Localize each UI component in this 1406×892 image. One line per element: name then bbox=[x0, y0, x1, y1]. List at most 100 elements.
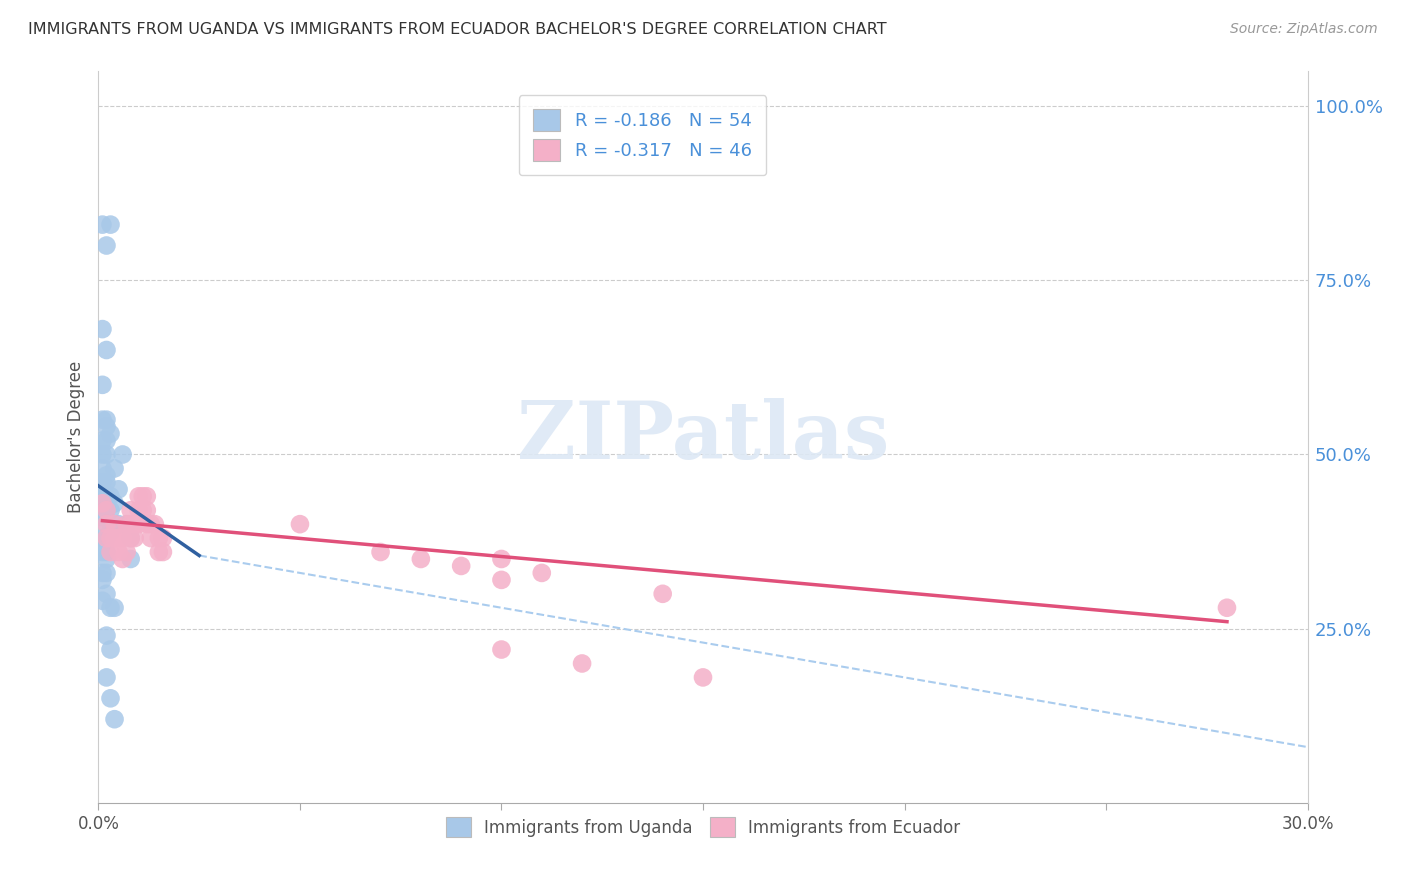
Point bbox=[115, 517, 138, 532]
Point bbox=[96, 670, 118, 684]
Point bbox=[91, 434, 114, 448]
Point bbox=[96, 343, 118, 357]
Point bbox=[91, 503, 114, 517]
Point bbox=[91, 483, 114, 497]
Point bbox=[103, 496, 125, 510]
Point bbox=[91, 489, 114, 503]
Point bbox=[132, 489, 155, 503]
Point bbox=[96, 238, 118, 252]
Point bbox=[96, 566, 118, 580]
Point bbox=[91, 594, 114, 608]
Point bbox=[96, 552, 118, 566]
Point bbox=[135, 489, 157, 503]
Point bbox=[115, 545, 138, 559]
Point bbox=[491, 642, 513, 657]
Point bbox=[96, 475, 118, 490]
Point bbox=[103, 461, 125, 475]
Point bbox=[100, 545, 122, 559]
Point bbox=[96, 531, 118, 545]
Point bbox=[115, 517, 138, 532]
Point bbox=[120, 552, 142, 566]
Point bbox=[100, 426, 122, 441]
Text: Source: ZipAtlas.com: Source: ZipAtlas.com bbox=[1230, 22, 1378, 37]
Point bbox=[96, 468, 118, 483]
Point bbox=[1216, 600, 1239, 615]
Point bbox=[288, 517, 311, 532]
Point bbox=[91, 566, 114, 580]
Point bbox=[96, 419, 118, 434]
Point bbox=[148, 531, 170, 545]
Point bbox=[152, 531, 174, 545]
Point bbox=[120, 531, 142, 545]
Y-axis label: Bachelor's Degree: Bachelor's Degree bbox=[66, 361, 84, 513]
Point bbox=[651, 587, 673, 601]
Point bbox=[100, 489, 122, 503]
Point bbox=[96, 489, 118, 503]
Point bbox=[91, 545, 114, 559]
Point bbox=[100, 600, 122, 615]
Point bbox=[132, 503, 155, 517]
Point bbox=[370, 545, 392, 559]
Point bbox=[120, 503, 142, 517]
Point bbox=[100, 218, 122, 232]
Point bbox=[96, 503, 118, 517]
Point bbox=[491, 573, 513, 587]
Point bbox=[143, 517, 166, 532]
Point bbox=[120, 517, 142, 532]
Point bbox=[530, 566, 553, 580]
Text: ZIPatlas: ZIPatlas bbox=[517, 398, 889, 476]
Point bbox=[96, 531, 118, 545]
Point bbox=[124, 531, 146, 545]
Point bbox=[111, 531, 134, 545]
Point bbox=[96, 412, 118, 426]
Point bbox=[128, 517, 150, 532]
Point bbox=[100, 503, 122, 517]
Point bbox=[107, 531, 129, 545]
Point bbox=[96, 545, 118, 559]
Point bbox=[152, 545, 174, 559]
Point bbox=[692, 670, 714, 684]
Point bbox=[111, 552, 134, 566]
Point bbox=[91, 322, 114, 336]
Point bbox=[135, 503, 157, 517]
Point bbox=[96, 517, 118, 532]
Point bbox=[103, 600, 125, 615]
Point bbox=[96, 496, 118, 510]
Point bbox=[139, 531, 162, 545]
Point bbox=[124, 517, 146, 532]
Point bbox=[91, 461, 114, 475]
Point bbox=[107, 517, 129, 532]
Point bbox=[491, 552, 513, 566]
Point bbox=[91, 448, 114, 462]
Legend: Immigrants from Uganda, Immigrants from Ecuador: Immigrants from Uganda, Immigrants from … bbox=[437, 809, 969, 846]
Point bbox=[103, 712, 125, 726]
Point bbox=[91, 510, 114, 524]
Point bbox=[139, 517, 162, 532]
Point bbox=[107, 483, 129, 497]
Point bbox=[111, 448, 134, 462]
Point bbox=[96, 587, 118, 601]
Point bbox=[409, 552, 432, 566]
Point bbox=[148, 545, 170, 559]
Point bbox=[96, 629, 118, 643]
Point bbox=[91, 531, 114, 545]
Point bbox=[107, 545, 129, 559]
Point bbox=[100, 691, 122, 706]
Point bbox=[450, 558, 472, 573]
Point bbox=[91, 412, 114, 426]
Point bbox=[91, 496, 114, 510]
Point bbox=[96, 517, 118, 532]
Point bbox=[91, 573, 114, 587]
Text: IMMIGRANTS FROM UGANDA VS IMMIGRANTS FROM ECUADOR BACHELOR'S DEGREE CORRELATION : IMMIGRANTS FROM UGANDA VS IMMIGRANTS FRO… bbox=[28, 22, 887, 37]
Point bbox=[100, 531, 122, 545]
Point bbox=[96, 448, 118, 462]
Point bbox=[91, 475, 114, 490]
Point bbox=[100, 642, 122, 657]
Point bbox=[128, 489, 150, 503]
Point bbox=[91, 377, 114, 392]
Point bbox=[571, 657, 593, 671]
Point bbox=[135, 517, 157, 532]
Point bbox=[91, 218, 114, 232]
Point bbox=[103, 531, 125, 545]
Point bbox=[100, 524, 122, 538]
